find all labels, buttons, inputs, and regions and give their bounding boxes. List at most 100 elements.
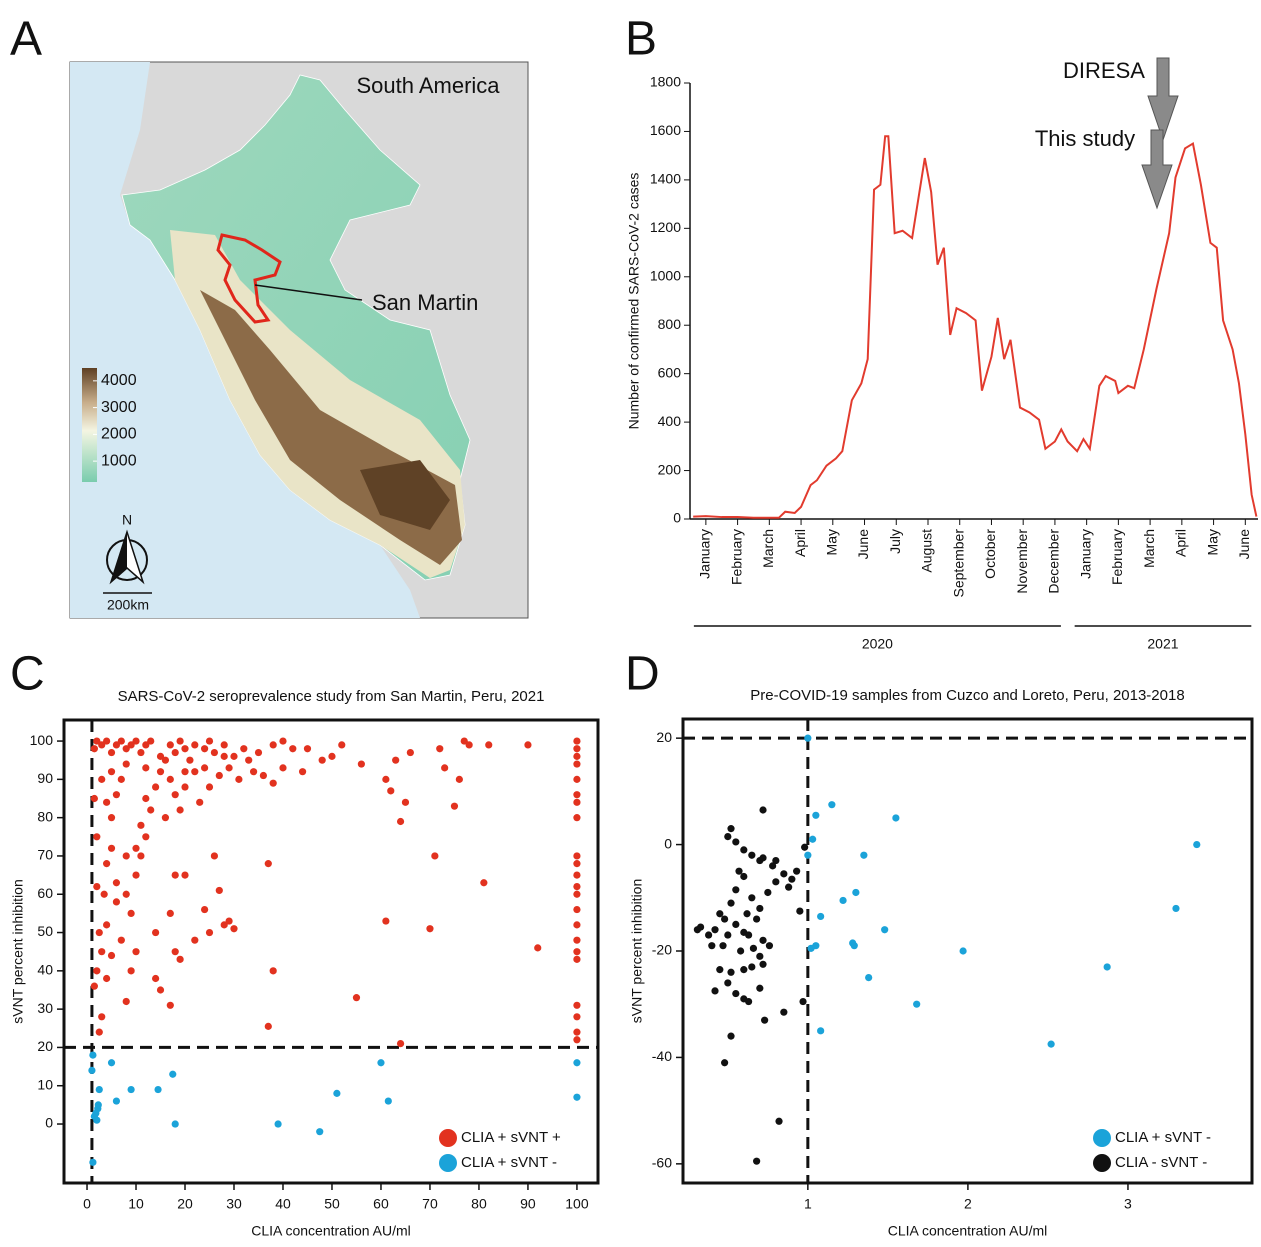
- point: [426, 925, 434, 933]
- point: [732, 920, 740, 928]
- y-tick-label: -60: [652, 1155, 672, 1171]
- point: [756, 904, 764, 913]
- point: [724, 979, 732, 987]
- point: [171, 748, 179, 757]
- point: [107, 814, 116, 822]
- y-tick-label: 20: [37, 1038, 53, 1054]
- point: [769, 862, 777, 870]
- point: [154, 1085, 162, 1094]
- point: [127, 909, 135, 917]
- point: [235, 775, 243, 783]
- y-tick-label: 200: [658, 461, 682, 477]
- point: [780, 1008, 788, 1016]
- point: [573, 1093, 581, 1101]
- y-tick-label: 1400: [650, 171, 681, 187]
- point: [171, 791, 179, 799]
- point: [181, 871, 189, 879]
- point: [573, 921, 581, 929]
- point: [147, 806, 155, 814]
- point: [107, 768, 116, 776]
- y-tick-label: 0: [664, 835, 672, 851]
- point: [245, 756, 253, 764]
- point: [137, 748, 145, 757]
- point: [122, 760, 130, 768]
- point: [573, 955, 581, 963]
- point: [152, 974, 160, 983]
- x-tick-label: January: [697, 529, 713, 579]
- point: [166, 909, 174, 917]
- x-tick-label: March: [760, 529, 776, 568]
- leader-line: [254, 284, 363, 301]
- point: [205, 737, 214, 745]
- point: [745, 931, 753, 939]
- point: [132, 948, 140, 956]
- point: [724, 832, 732, 841]
- point: [743, 910, 751, 918]
- point: [117, 936, 125, 944]
- point: [171, 871, 179, 879]
- point: [382, 775, 390, 783]
- x-tick-label: 1: [804, 1196, 812, 1212]
- colorbar-label: 4000: [101, 372, 137, 389]
- y-tick-label: 30: [37, 1000, 53, 1016]
- y-tick-label: 800: [658, 316, 682, 332]
- y-tick-label: 60: [37, 885, 53, 901]
- point: [333, 1089, 341, 1097]
- point: [756, 984, 764, 992]
- panel-label: A: [10, 13, 42, 66]
- point: [716, 966, 724, 974]
- point: [431, 852, 439, 860]
- point: [719, 942, 727, 950]
- point: [142, 741, 150, 749]
- point: [382, 917, 390, 925]
- y-tick-label: 0: [673, 510, 681, 526]
- point: [112, 791, 121, 799]
- y-tick-label: 90: [37, 770, 53, 786]
- point: [225, 764, 233, 772]
- point: [152, 783, 160, 791]
- point: [573, 814, 581, 822]
- point: [396, 1040, 405, 1048]
- point: [573, 775, 581, 783]
- map: South America San Martin N 200km: [69, 61, 529, 619]
- point: [748, 963, 756, 971]
- point: [1193, 840, 1201, 849]
- legend-marker: [439, 1154, 457, 1172]
- colorbar: [82, 368, 97, 482]
- point: [711, 987, 719, 995]
- point: [799, 997, 807, 1006]
- point: [534, 944, 542, 952]
- point: [142, 833, 150, 841]
- scale-label: 200km: [107, 597, 149, 613]
- x-tick-label: 10: [128, 1196, 144, 1212]
- point: [112, 741, 121, 749]
- point: [103, 860, 111, 868]
- point: [298, 768, 307, 776]
- point: [122, 997, 130, 1006]
- x-tick-label: 70: [422, 1196, 438, 1212]
- map-title: South America: [356, 73, 500, 98]
- arrow: [1141, 129, 1173, 210]
- point: [107, 844, 116, 852]
- point: [90, 794, 98, 803]
- point: [1103, 963, 1111, 971]
- point: [103, 921, 111, 929]
- point: [264, 1022, 272, 1030]
- point: [89, 1051, 97, 1059]
- point: [156, 768, 165, 776]
- point: [753, 1157, 761, 1165]
- y-tick-label: 1800: [650, 74, 681, 90]
- point: [377, 1059, 385, 1067]
- point: [436, 745, 444, 753]
- y-tick-label: 1200: [650, 219, 681, 235]
- x-tick-label: 0: [83, 1196, 91, 1212]
- point: [152, 928, 160, 937]
- x-tick-label: December: [1046, 529, 1062, 594]
- point: [573, 860, 581, 868]
- point: [711, 926, 719, 934]
- chart-title: Pre-COVID-19 samples from Cuzco and Lore…: [750, 687, 1184, 704]
- point: [279, 737, 287, 745]
- point: [387, 787, 395, 795]
- point: [881, 926, 889, 934]
- y-axis-label: Number of confirmed SARS-CoV-2 cases: [626, 173, 642, 430]
